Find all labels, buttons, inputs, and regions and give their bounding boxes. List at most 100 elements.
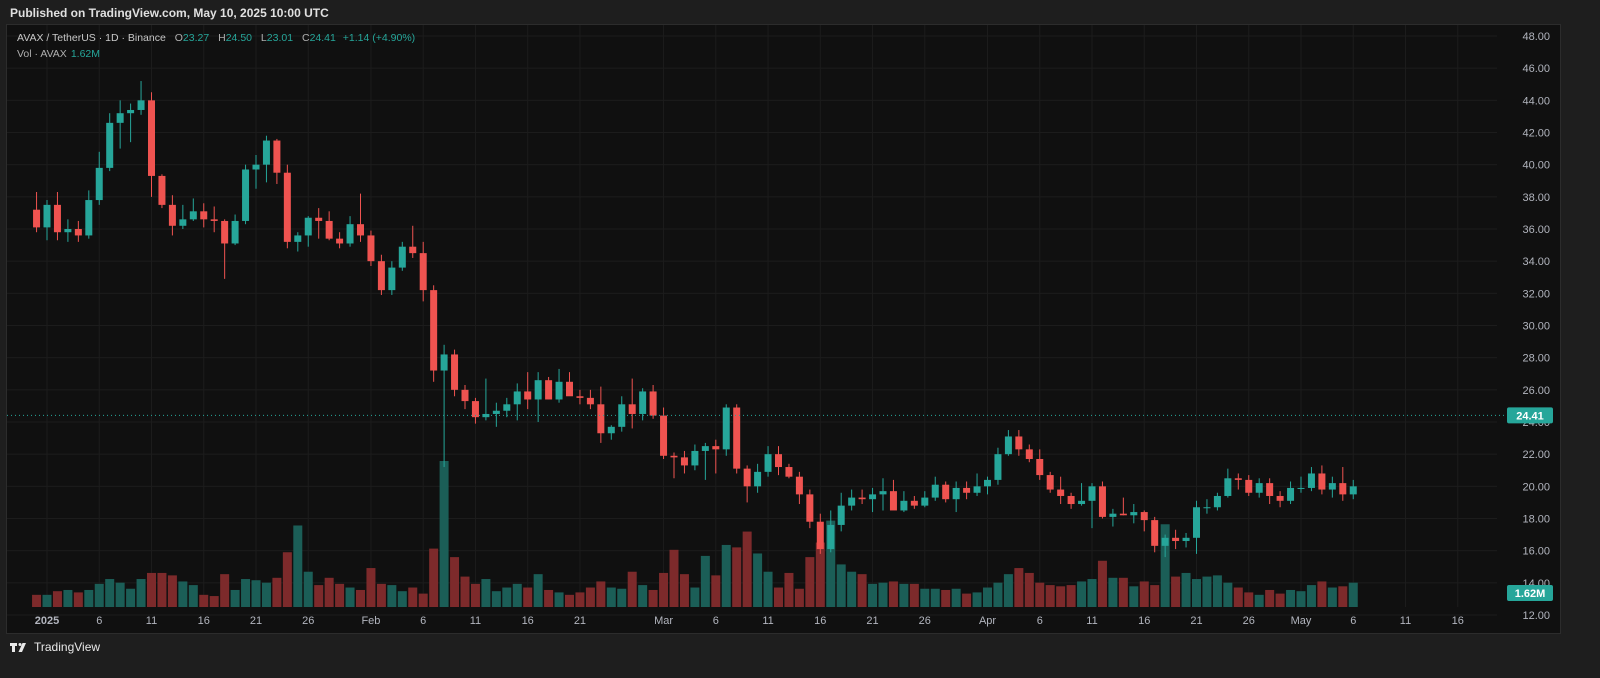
candle-body — [848, 497, 856, 506]
candle-body — [1046, 475, 1054, 490]
candle-body — [357, 224, 364, 236]
candle-body — [1004, 436, 1012, 455]
candle-body — [440, 354, 448, 371]
volume-bar — [324, 577, 334, 607]
volume-bar — [523, 587, 533, 607]
candle-body — [1025, 449, 1033, 459]
volume-bar — [753, 553, 763, 607]
candle-body — [451, 354, 459, 390]
candle-body — [889, 491, 897, 511]
price-tick-label: 34.00 — [1522, 256, 1550, 268]
candle-body — [586, 397, 594, 405]
volume-bar — [167, 575, 177, 607]
date-tick-label: 2025 — [35, 615, 59, 627]
volume-bar — [659, 572, 669, 607]
candle-body — [837, 505, 845, 525]
candle-body — [816, 521, 824, 550]
volume-bar — [1348, 582, 1358, 607]
candle-body — [398, 246, 406, 268]
candle-body — [1328, 483, 1336, 490]
volume-bar — [115, 582, 125, 607]
volume-bar — [502, 587, 512, 607]
high-value: 24.50 — [225, 32, 252, 44]
candle-body — [775, 454, 782, 468]
candle-body — [430, 290, 438, 371]
volume-bar — [450, 557, 460, 607]
price-tick-label: 32.00 — [1522, 288, 1550, 300]
candle-body — [1307, 473, 1315, 488]
candle-body — [1182, 537, 1190, 542]
volume-bar — [878, 582, 888, 607]
candle-body — [545, 380, 553, 400]
candle-body — [388, 267, 396, 291]
candle-body — [210, 219, 218, 221]
candle-body — [242, 169, 250, 221]
brand-name: TradingView — [34, 640, 101, 654]
volume-bar — [1003, 574, 1013, 607]
candle-body — [1130, 512, 1138, 516]
candle-body — [764, 454, 772, 472]
volume-bar — [774, 587, 783, 607]
volume-bar — [293, 525, 303, 607]
volume-bar — [857, 574, 867, 607]
volume-bar — [188, 585, 198, 607]
candle-body — [994, 454, 1002, 480]
volume-bar — [920, 588, 930, 607]
candle-body — [680, 457, 688, 466]
candle-body — [1015, 436, 1023, 450]
volume-bar — [512, 583, 522, 607]
candle-body — [252, 164, 260, 170]
candle-body — [43, 204, 51, 228]
footer-branding[interactable]: TradingView — [10, 640, 100, 654]
date-tick-label: 11 — [1086, 615, 1097, 627]
volume-bar — [1212, 575, 1222, 607]
volume-bar — [648, 589, 658, 607]
candle-body — [221, 220, 229, 244]
volume-bar — [272, 577, 282, 607]
volume-bar — [533, 574, 543, 607]
price-tick-label: 18.00 — [1522, 514, 1550, 526]
candle-body — [628, 404, 636, 414]
candle-body — [1349, 486, 1357, 495]
volume-bar — [397, 591, 407, 607]
volume-bar — [345, 587, 355, 607]
candle-body — [158, 175, 166, 205]
volume-label[interactable]: Vol · AVAX — [17, 48, 67, 60]
candle-body — [179, 219, 187, 226]
candle-body — [1276, 495, 1284, 501]
open-value: 23.27 — [182, 32, 210, 44]
volume-bar — [241, 579, 251, 607]
candle-body — [1140, 512, 1148, 521]
candle-body — [409, 246, 417, 254]
volume-bar — [1108, 577, 1118, 607]
price-tick-label: 22.00 — [1522, 449, 1550, 461]
candle-body — [1036, 458, 1044, 476]
volume-bar — [136, 579, 146, 607]
volume-bar — [836, 564, 846, 607]
volume-bar — [429, 548, 439, 607]
volume-bar — [742, 531, 752, 607]
candle-body — [879, 491, 887, 495]
volume-bar — [1118, 577, 1128, 607]
open-label: O — [174, 32, 183, 44]
candle-body — [576, 396, 584, 398]
last-volume-badge — [1507, 585, 1553, 601]
candle-body — [513, 391, 521, 405]
date-tick-label: May — [1291, 615, 1312, 627]
volume-bar — [1181, 572, 1191, 607]
date-tick-label: 11 — [762, 615, 773, 627]
volume-bar — [617, 588, 627, 607]
symbol-label[interactable]: AVAX / TetherUS · 1D · Binance — [17, 32, 166, 44]
chart-frame[interactable]: 48.00 46.00 44.00 42.00 40.00 38.00 36.00 34.00… — [6, 24, 1561, 634]
candlestick-chart[interactable]: 48.00 46.00 44.00 42.00 40.00 38.00 36.00 34.00… — [7, 25, 1560, 633]
volume-bar — [366, 568, 376, 607]
price-tick-label: 40.00 — [1522, 160, 1550, 172]
candle-body — [754, 471, 762, 487]
volume-bar — [1296, 591, 1306, 607]
date-tick-label: Feb — [361, 615, 380, 627]
candle-body — [106, 122, 114, 168]
volume-bar — [1254, 594, 1264, 607]
volume-bar — [732, 547, 742, 607]
candle-body — [148, 100, 155, 176]
price-tick-label: 16.00 — [1522, 546, 1550, 558]
